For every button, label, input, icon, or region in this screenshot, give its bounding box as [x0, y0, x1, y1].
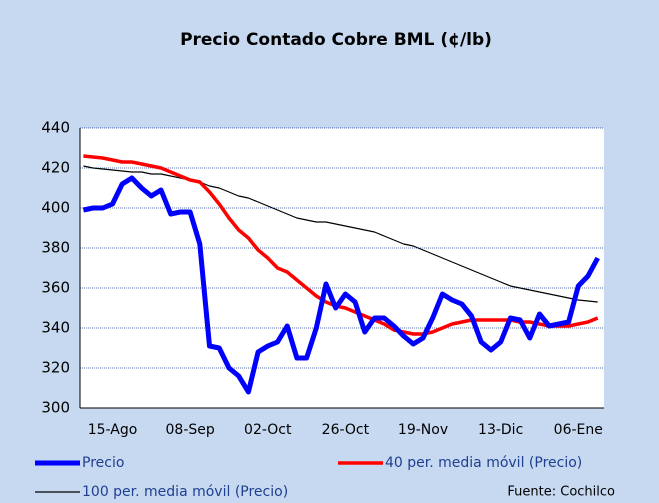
series-line	[82, 175, 600, 395]
y-tick-label: 420	[41, 159, 70, 177]
plot-area	[80, 128, 604, 408]
y-tick-label: 320	[41, 359, 70, 377]
y-tick-label: 360	[41, 279, 70, 297]
y-tick-label: 380	[41, 239, 70, 257]
y-tick-label: 340	[41, 319, 70, 337]
x-tick-label: 15-Ago	[88, 422, 138, 438]
x-tick-label: 19-Nov	[398, 422, 448, 438]
chart-title: Precio Contado Cobre BML (¢/lb)	[180, 30, 492, 50]
x-tick-label: 26-Oct	[322, 422, 370, 438]
x-tick-label: 06-Ene	[554, 422, 603, 438]
legend-label: 40 per. media móvil (Precio)	[385, 455, 582, 471]
legend-label: 100 per. media móvil (Precio)	[82, 484, 288, 500]
x-tick-label: 08-Sep	[166, 422, 215, 438]
x-tick-label: 02-Oct	[244, 422, 292, 438]
legend-label: Precio	[82, 455, 124, 471]
x-tick-label: 13-Dic	[478, 422, 523, 438]
series-line	[83, 165, 598, 303]
y-tick-label: 400	[41, 199, 70, 217]
y-tick-label: 300	[41, 399, 70, 417]
y-tick-label: 440	[41, 119, 70, 137]
source-note: Fuente: Cochilco	[507, 485, 615, 500]
